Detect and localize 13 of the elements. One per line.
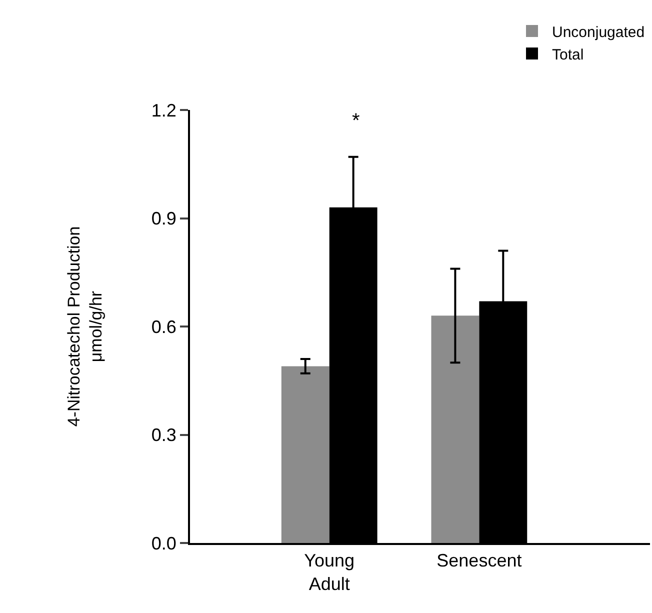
legend-label: Total bbox=[552, 46, 584, 64]
bar bbox=[431, 316, 480, 543]
annotation: * bbox=[352, 110, 360, 132]
legend-label: Unconjugated bbox=[552, 24, 645, 41]
y-axis-title: 4-Nitrocatechol Production μmol/g/hr bbox=[64, 226, 106, 427]
y-tick-label: 0.6 bbox=[151, 316, 176, 337]
x-tick-label: Young Adult bbox=[304, 550, 355, 594]
y-tick-label: 1.2 bbox=[151, 100, 176, 120]
y-tick-label: 0.9 bbox=[151, 208, 176, 229]
y-tick-label: 0.0 bbox=[151, 533, 176, 554]
x-tick-label: Senescent bbox=[436, 550, 522, 571]
y-tick-label: 0.3 bbox=[151, 425, 176, 446]
bar bbox=[281, 366, 330, 543]
